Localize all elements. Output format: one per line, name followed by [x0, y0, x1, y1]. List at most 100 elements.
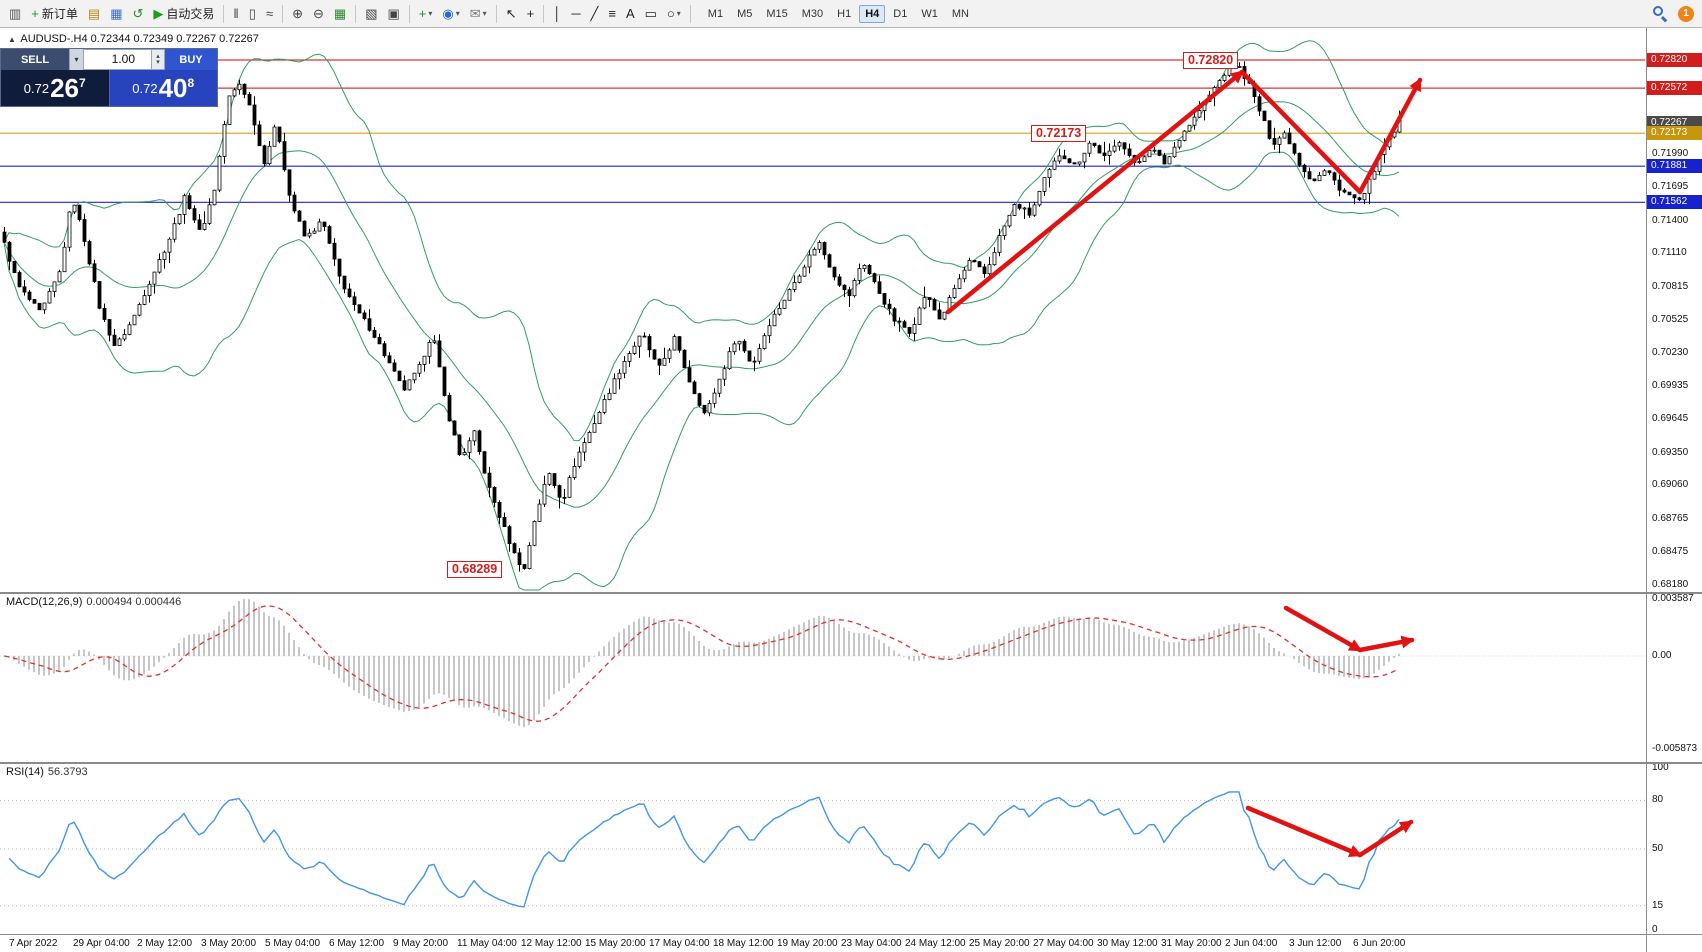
price-tick-label: 0.68765 — [1652, 513, 1689, 524]
fibonacci-icon[interactable]: ≡ — [604, 3, 620, 25]
panel-separator[interactable] — [0, 762, 1702, 764]
timeframe-m30[interactable]: M30 — [796, 5, 829, 23]
price-tick-label: 0.71110 — [1652, 247, 1687, 258]
price-tick-label: 0.71400 — [1652, 215, 1689, 226]
auto-trading-button[interactable]: ▶ 自动交易 — [149, 3, 218, 25]
timeframe-w1[interactable]: W1 — [915, 5, 944, 23]
price-tag: 0.71562 — [1647, 195, 1702, 209]
trendline-icon[interactable]: ╱ — [587, 3, 603, 25]
vertical-line-icon[interactable]: │ — [549, 3, 565, 25]
timeline-label: 29 Apr 04:00 — [73, 938, 130, 949]
trend-arrow-rsi-5[interactable] — [1245, 805, 1363, 858]
chart-svg[interactable] — [0, 0, 1646, 952]
arrange-windows-icon[interactable]: ▣ — [384, 3, 404, 25]
volume-stepper[interactable]: ▴ ▾ — [152, 49, 165, 70]
bar-chart-icon[interactable]: ‖ — [229, 3, 242, 25]
market-watch-icon[interactable]: ▦ — [106, 3, 126, 25]
search-icon[interactable] — [1652, 5, 1669, 22]
trend-arrow-macd-3[interactable] — [1283, 605, 1363, 653]
trend-arrows[interactable] — [945, 69, 1423, 858]
price-tick-label: 0.70230 — [1652, 347, 1689, 358]
time-axis[interactable]: 7 Apr 2022 29 Apr 04:00 2 May 12:00 3 May 2… — [0, 935, 1646, 952]
trend-arrow-price-1[interactable] — [1239, 69, 1363, 195]
price-tick-label: 0.68475 — [1652, 546, 1689, 557]
shapes-icon-glyph: ○ — [666, 6, 675, 21]
sell-price[interactable]: 0.72 26 7 — [1, 70, 109, 106]
timeframe-m1[interactable]: M1 — [702, 5, 729, 23]
buy-button[interactable]: BUY — [165, 49, 217, 70]
timeframe-h4[interactable]: H4 — [859, 4, 886, 23]
toolbar-divider — [223, 4, 225, 23]
timeline-label: 12 May 12:00 — [521, 938, 582, 949]
chart-profile-icon[interactable]: ▤ — [84, 3, 104, 25]
new-order-button[interactable]: + 新订单 — [27, 3, 82, 25]
tile-windows-icon[interactable]: ▦ — [330, 3, 350, 25]
refresh-icon[interactable]: ↺ — [129, 3, 148, 25]
trend-arrow-macd-4[interactable] — [1357, 635, 1415, 653]
one-click-trading-panel: SELL ▾ 1.00 ▴ ▾ BUY 0.72 26 7 0.72 40 8 — [0, 48, 218, 107]
crosshair-icon[interactable]: + — [523, 3, 539, 25]
cascade-windows-icon[interactable]: ▧ — [361, 3, 381, 25]
rsi-tick-label: 0 — [1652, 924, 1658, 935]
trend-arrow-price-0[interactable] — [945, 69, 1245, 315]
template-icon-caret-icon: ▾ — [482, 9, 487, 18]
rsi-indicator-label: RSI(14) 56.3793 — [6, 766, 88, 778]
add-indicator-glyph: + — [418, 6, 427, 21]
market-watch-icon-glyph: ▦ — [110, 6, 123, 21]
chart-canvas[interactable] — [0, 0, 1646, 952]
new-order-button-label: 新订单 — [41, 7, 78, 21]
buy-price[interactable]: 0.72 40 8 — [108, 70, 217, 106]
candlestick-chart-icon[interactable]: ▯ — [245, 3, 260, 25]
timeframe-d1[interactable]: D1 — [887, 5, 913, 23]
timeframe-m5[interactable]: M5 — [731, 5, 758, 23]
price-axis[interactable]: 0.71990 0.71695 0.71400 0.71110 0.70815 0.705… — [1646, 28, 1702, 952]
indicators-icon[interactable]: ◉ ▾ — [438, 3, 463, 25]
candles — [2, 56, 1402, 572]
text-icon-glyph: A — [625, 6, 635, 21]
horizontal-line-icon-glyph: ─ — [571, 6, 581, 21]
label-icon[interactable]: ▭ — [641, 3, 661, 25]
crosshair-icon-glyph: + — [526, 6, 535, 21]
toolbar-divider — [689, 4, 691, 23]
horizontal-line-icon[interactable]: ─ — [567, 3, 584, 25]
sell-button[interactable]: SELL — [1, 49, 69, 70]
text-icon[interactable]: A — [622, 3, 639, 25]
line-chart-icon[interactable]: ≈ — [262, 3, 277, 25]
buy-price-prefix: 0.72 — [132, 80, 158, 96]
sell-price-prefix: 0.72 — [23, 80, 50, 96]
timeline-label: 2 May 12:00 — [137, 938, 193, 949]
timeframe-h1[interactable]: H1 — [831, 5, 857, 23]
timeline-label: 3 Jun 12:00 — [1289, 938, 1342, 949]
zoom-out-icon[interactable]: ⊖ — [309, 3, 328, 25]
toolbar-divider — [543, 4, 545, 23]
panel-separator[interactable] — [0, 592, 1702, 594]
timeline-label: 6 May 12:00 — [329, 938, 385, 949]
trend-arrow-rsi-6[interactable] — [1357, 819, 1414, 858]
bollinger-upper-band — [3, 40, 1400, 442]
shapes-icon[interactable]: ○ ▾ — [663, 3, 685, 25]
volume-input[interactable]: 1.00 — [83, 49, 152, 70]
notification-badge[interactable]: 1 — [1678, 5, 1694, 22]
volume-dropdown-icon[interactable]: ▾ — [69, 49, 83, 70]
timeframe-mn[interactable]: MN — [946, 5, 975, 23]
new-chart-icon[interactable]: ▥ — [5, 3, 25, 25]
macd-tick-label: 0.003587 — [1652, 593, 1694, 604]
sell-price-big: 26 — [50, 73, 80, 103]
rsi-tick-label: 15 — [1652, 900, 1664, 911]
fibonacci-icon-glyph: ≡ — [608, 6, 616, 21]
price-tick-label: 0.69645 — [1652, 413, 1689, 424]
trend-arrow-price-2[interactable] — [1357, 77, 1423, 195]
price-tick-label: 0.71695 — [1652, 181, 1689, 192]
cursor-icon[interactable]: ↖ — [502, 3, 521, 25]
price-tag: 0.72820 — [1647, 53, 1702, 67]
auto-trading-glyph: ▶ — [153, 6, 164, 21]
toolbar-icon-groups: ▥ + 新订单 ▤ ▦ ↺ ▶ 自动交易 ‖ ▯ ≈ ⊕ ⊖ ▦ ▧ ▣ + ▾ ◉ ▾ ✉ ▾ ↖ + │ ─ ╱ ≡ A ▭ ○ ▾ — [4, 0, 686, 27]
timeframe-m15[interactable]: M15 — [760, 5, 793, 23]
timeline-label: 17 May 04:00 — [649, 938, 710, 949]
timeline-label: 30 May 12:00 — [1097, 938, 1158, 949]
add-indicator-button[interactable]: + ▾ — [415, 3, 437, 25]
template-icon[interactable]: ✉ ▾ — [466, 3, 491, 25]
timeline-label: 15 May 20:00 — [585, 938, 646, 949]
zoom-in-icon[interactable]: ⊕ — [288, 3, 307, 25]
panel-separator — [0, 934, 1702, 935]
